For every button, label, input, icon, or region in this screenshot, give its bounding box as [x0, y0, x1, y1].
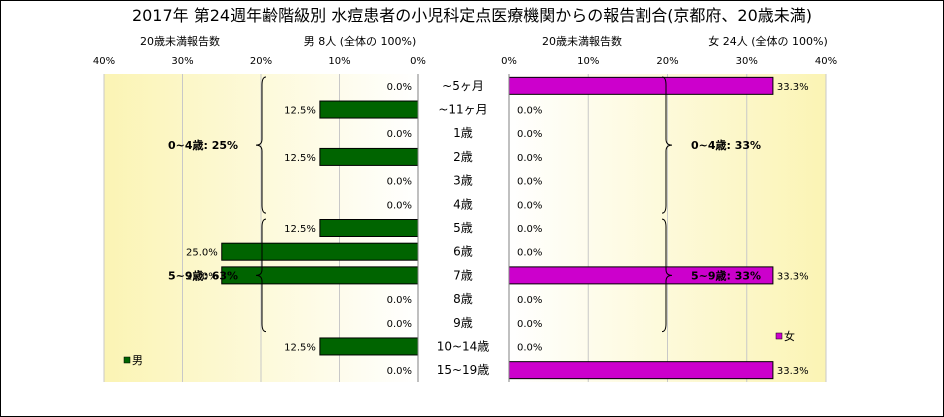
female-group-label: 5~9歳: 33%: [691, 268, 761, 282]
female-value-label: 33.3%: [777, 271, 809, 282]
female-legend-label: 女: [784, 329, 795, 343]
male-value-label: 0.0%: [387, 295, 412, 306]
left-tick-label: 0%: [410, 56, 426, 67]
female-value-label: 33.3%: [777, 366, 809, 377]
right-header-count: 20歳未満報告数: [542, 35, 622, 48]
male-value-label: 12.5%: [284, 153, 316, 164]
female-value-label: 0.0%: [517, 295, 542, 306]
left-tick-label: 20%: [250, 56, 272, 67]
category-label: 4歳: [453, 197, 473, 211]
left-header-count: 20歳未満報告数: [140, 35, 220, 48]
male-value-label: 0.0%: [387, 129, 412, 140]
left-tick-label: 30%: [171, 56, 193, 67]
category-label: 5歳: [453, 221, 473, 235]
male-bar: [221, 266, 419, 285]
category-label: 1歳: [453, 126, 473, 140]
right-tick-label: 40%: [815, 56, 837, 67]
male-value-label: 12.5%: [284, 106, 316, 117]
category-label: 2歳: [453, 150, 473, 164]
male-group-brace: [255, 76, 267, 214]
male-bar: [319, 219, 419, 237]
category-label: ~11ヶ月: [438, 103, 487, 117]
category-label: 6歳: [453, 245, 473, 259]
category-label: 10~14歳: [437, 339, 490, 353]
chart-title: 2017年 第24週年齢階級別 水痘患者の小児科定点医療機関からの報告割合(京都…: [132, 6, 812, 25]
male-bar: [221, 242, 419, 261]
female-value-label: 0.0%: [517, 200, 542, 211]
female-value-label: 0.0%: [517, 248, 542, 259]
right-header-total: 女 24人 (全体の 100%): [708, 34, 828, 48]
male-value-label: 0.0%: [387, 200, 412, 211]
female-group-brace: [661, 76, 673, 214]
male-legend-label: 男: [132, 354, 143, 367]
female-value-label: 0.0%: [517, 224, 542, 235]
female-bar: [508, 76, 774, 95]
category-label: 15~19歳: [437, 363, 490, 377]
female-value-label: 0.0%: [517, 342, 542, 353]
right-tick-label: 20%: [656, 56, 678, 67]
female-legend-swatch: [775, 332, 783, 340]
left-tick-label: 40%: [93, 56, 115, 67]
female-value-label: 33.3%: [777, 82, 809, 93]
female-group-label: 0~4歳: 33%: [691, 138, 761, 152]
female-value-label: 0.0%: [517, 153, 542, 164]
male-value-label: 0.0%: [387, 366, 412, 377]
female-group-brace: [661, 218, 673, 333]
male-value-label: 25.0%: [186, 248, 218, 259]
male-legend-swatch: [123, 356, 131, 364]
category-label: ~5ヶ月: [442, 79, 484, 93]
male-value-label: 12.5%: [284, 342, 316, 353]
female-value-label: 0.0%: [517, 319, 542, 330]
right-tick-label: 30%: [736, 56, 758, 67]
male-group-label: 5~9歳: 63%: [168, 268, 238, 282]
female-value-label: 0.0%: [517, 129, 542, 140]
category-label: 3歳: [453, 174, 473, 188]
category-label: 9歳: [453, 316, 473, 330]
male-bar: [319, 147, 419, 166]
right-tick-label: 10%: [577, 56, 599, 67]
female-value-label: 0.0%: [517, 177, 542, 188]
female-bar: [508, 361, 774, 380]
male-value-label: 12.5%: [284, 224, 316, 235]
male-bar: [319, 337, 419, 356]
category-label: 8歳: [453, 292, 473, 306]
male-value-label: 25.0%: [186, 271, 218, 282]
male-value-label: 0.0%: [387, 177, 412, 188]
left-header-total: 男 8人 (全体の 100%): [304, 34, 417, 48]
male-group-label: 0~4歳: 25%: [168, 138, 238, 152]
category-label: 7歳: [453, 268, 473, 282]
male-value-label: 0.0%: [387, 319, 412, 330]
male-bar: [319, 100, 419, 119]
left-tick-label: 10%: [328, 56, 350, 67]
right-tick-label: 0%: [501, 56, 517, 67]
male-group-brace: [255, 218, 267, 333]
female-value-label: 0.0%: [517, 106, 542, 117]
male-value-label: 0.0%: [387, 82, 412, 93]
